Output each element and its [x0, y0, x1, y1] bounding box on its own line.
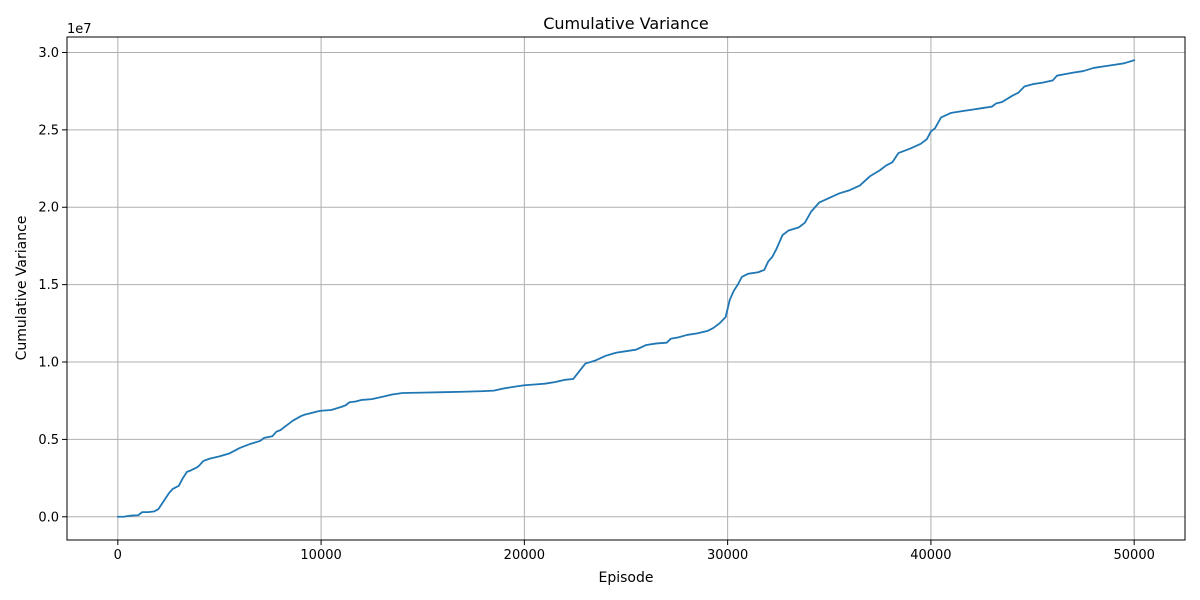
y-tick-label: 3.0 [38, 46, 59, 61]
x-axis-ticks: 0 10000 20000 30000 40000 50000 [114, 540, 1155, 563]
y-tick-label: 0.5 [38, 433, 59, 448]
series-line-0 [116, 59, 1136, 518]
y-axis-ticks: 0.0 0.5 1.0 1.5 2.0 2.5 3.0 [38, 46, 67, 525]
grid-lines [67, 37, 1185, 540]
x-tick-label: 0 [114, 548, 122, 563]
y-tick-label: 1.5 [38, 278, 59, 293]
x-tick-label: 50000 [1114, 548, 1155, 563]
y-tick-label: 0.0 [38, 510, 59, 525]
chart-title: Cumulative Variance [543, 14, 709, 33]
x-tick-label: 20000 [504, 548, 545, 563]
x-tick-label: 10000 [300, 548, 341, 563]
x-tick-label: 30000 [707, 548, 748, 563]
y-axis-label: Cumulative Variance [14, 216, 30, 361]
y-tick-label: 2.5 [38, 123, 59, 138]
plot-area-frame [66, 36, 1186, 541]
series-layer [116, 59, 1136, 518]
y-axis-offset-text: 1e7 [67, 22, 92, 37]
x-tick-label: 40000 [910, 548, 951, 563]
x-axis-label: Episode [599, 570, 654, 586]
y-tick-label: 1.0 [38, 356, 59, 371]
y-tick-label: 2.0 [38, 201, 59, 216]
